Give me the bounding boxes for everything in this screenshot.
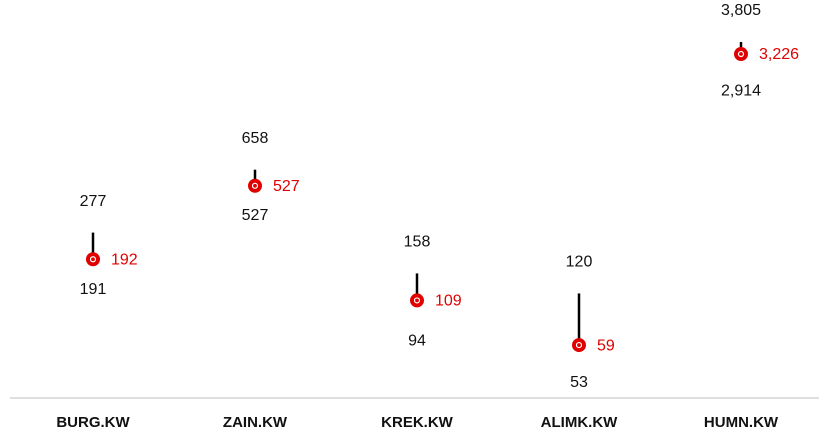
current-label: 192 [111, 251, 138, 268]
high-label: 658 [242, 130, 269, 147]
current-label: 59 [597, 337, 615, 354]
current-label: 3,226 [759, 46, 799, 63]
high-label: 120 [566, 254, 593, 271]
x-tick-label: KREK.KW [381, 414, 454, 431]
low-label: 527 [242, 207, 269, 224]
x-tick-label: HUMN.KW [704, 414, 779, 431]
high-label: 277 [80, 193, 107, 210]
x-tick-label: ALIMK.KW [541, 414, 618, 431]
current-marker-ring [413, 297, 421, 304]
low-label: 2,914 [721, 83, 761, 100]
current-marker [248, 178, 262, 193]
current-marker-ring [737, 50, 745, 58]
x-tick-label: BURG.KW [56, 414, 130, 431]
current-marker [572, 338, 586, 353]
current-marker-ring [89, 256, 97, 263]
low-label: 191 [80, 281, 107, 298]
current-marker [410, 293, 424, 308]
x-tick-label: ZAIN.KW [223, 414, 288, 431]
current-marker-ring [251, 182, 259, 189]
current-marker [734, 47, 748, 62]
high-label: 3,805 [721, 2, 761, 19]
current-label: 109 [435, 293, 462, 310]
high-label: 158 [404, 234, 431, 251]
current-label: 527 [273, 178, 300, 195]
current-marker-ring [575, 341, 583, 349]
current-marker [86, 252, 100, 267]
low-label: 53 [570, 374, 588, 391]
low-label: 94 [408, 332, 426, 349]
